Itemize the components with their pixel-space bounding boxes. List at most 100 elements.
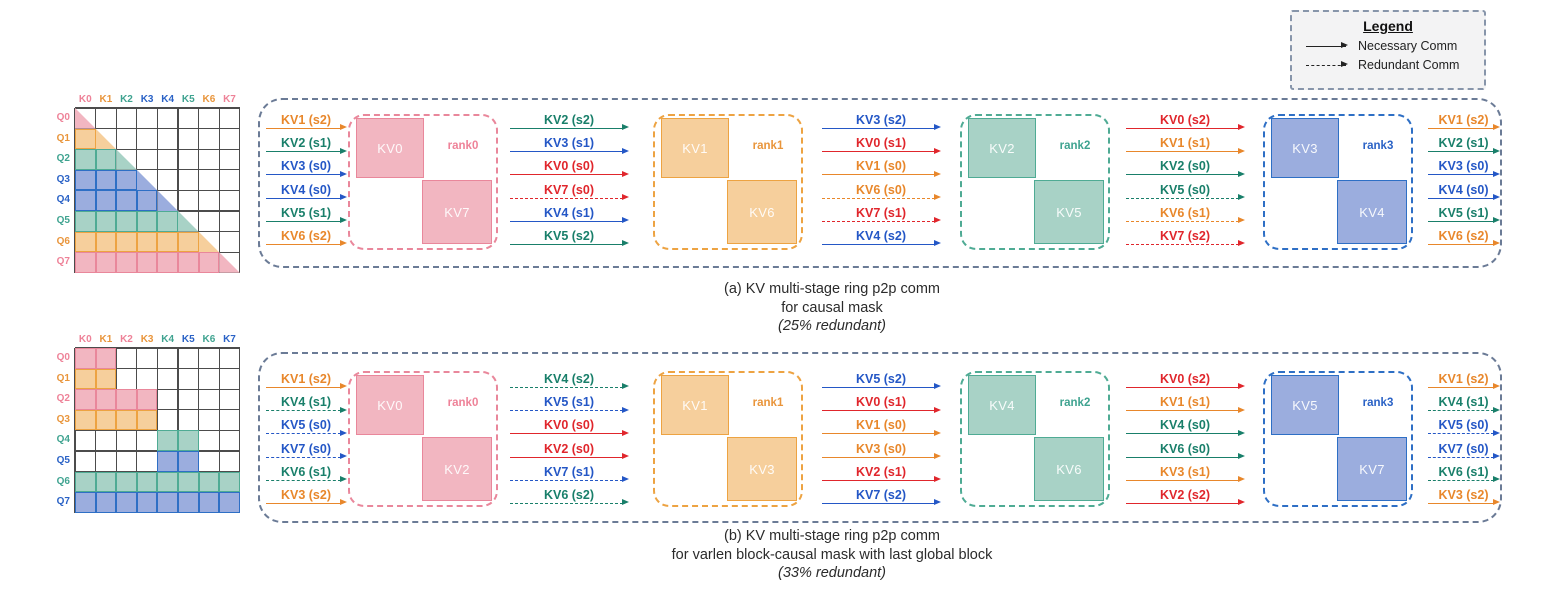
rank-label: rank0: [447, 140, 479, 152]
kv-arrowhead: [934, 147, 941, 154]
grid-row-label-a: Q4: [56, 194, 70, 206]
kv-arrowhead: [1238, 240, 1245, 247]
mask-cell: [219, 492, 240, 513]
kv-arrow-line: [266, 128, 341, 129]
grid-row-label-a: Q1: [56, 132, 70, 144]
kv-block: KV4: [1337, 180, 1407, 244]
mask-cell: [136, 471, 158, 493]
kv-arrow-label: KV4 (s1): [280, 395, 332, 410]
kv-arrow-label: KV6 (s0): [1159, 441, 1211, 456]
grid-line-h: [75, 512, 240, 514]
rank-box-rank2: [960, 114, 1110, 250]
grid-line-v: [177, 348, 179, 513]
mask-cell: [75, 169, 96, 191]
kv-block: KV4: [968, 375, 1036, 435]
kv-block: KV0: [356, 375, 424, 435]
kv-arrowhead: [1238, 429, 1245, 436]
kv-arrowhead: [1238, 476, 1245, 483]
kv-arrowhead: [622, 383, 629, 390]
kv-arrowhead: [1493, 406, 1500, 413]
kv-arrowhead: [340, 147, 347, 154]
kv-arrow-label: KV4 (s0): [280, 182, 332, 197]
grid-row-label-a: Q6: [56, 235, 70, 247]
solid-arrow-icon: [1306, 42, 1348, 49]
kv-arrow-line: [822, 456, 935, 458]
kv-arrow-line: [510, 433, 623, 435]
rank-box-rank0: [348, 114, 498, 250]
grid-col-label-b: K1: [99, 334, 113, 345]
kv-arrow-line: [1126, 151, 1239, 153]
kv-arrowhead: [340, 476, 347, 483]
kv-arrow-line: [510, 151, 623, 153]
grid-line-v: [218, 348, 220, 513]
mask-cell: [157, 231, 178, 253]
kv-arrow-label: KV5 (s1): [1438, 205, 1489, 220]
kv-arrow-line: [266, 174, 341, 176]
kv-arrow-label: KV3 (s2): [855, 113, 907, 127]
kv-arrow-line: [510, 174, 623, 176]
kv-arrow-label: KV3 (s1): [1159, 464, 1211, 479]
kv-arrowhead: [622, 406, 629, 413]
kv-arrow-line: [1126, 197, 1239, 199]
kv-arrow-label: KV7 (s1): [855, 205, 907, 220]
kv-arrow-line: [266, 503, 341, 504]
kv-block: KV1: [661, 118, 729, 178]
grid-line-h: [75, 210, 240, 212]
mask-cell: [116, 492, 137, 513]
grid-line-v: [239, 348, 241, 513]
grid-row-label-a: Q7: [56, 256, 70, 268]
kv-arrow-label: KV6 (s1): [280, 464, 332, 479]
mask-cell: [136, 389, 158, 410]
kv-arrow-line: [822, 479, 935, 481]
mask-cell: [75, 149, 96, 170]
grid-line-h: [75, 429, 240, 432]
kv-arrow-line: [1126, 456, 1239, 458]
kv-arrow-line: [1428, 128, 1494, 129]
grid-row-label-a: Q2: [56, 153, 70, 165]
kv-arrowhead: [934, 383, 941, 390]
caption-panel-b: (b) KV multi-stage ring p2p comm for var…: [532, 527, 1132, 583]
mask-cell-diagonal: [157, 190, 178, 211]
mask-cell: [136, 492, 158, 513]
kv-arrow-line: [1126, 387, 1239, 388]
kv-arrowhead: [1493, 476, 1500, 483]
kv-arrow-label: KV1 (s1): [1159, 136, 1211, 151]
kv-arrow-line: [266, 456, 341, 458]
grid-col-label-b: K6: [202, 334, 216, 345]
kv-arrowhead: [340, 124, 347, 131]
kv-arrowhead: [1493, 429, 1500, 436]
kv-arrow-line: [822, 387, 935, 388]
kv-block: KV5: [1271, 375, 1339, 435]
kv-arrow-label: KV3 (s1): [543, 136, 595, 151]
kv-arrowhead: [340, 217, 347, 224]
kv-arrow-label: KV7 (s0): [543, 182, 595, 197]
grid-col-label-b: K3: [140, 334, 154, 345]
mask-cell: [136, 211, 158, 232]
kv-arrowhead: [1493, 124, 1500, 131]
kv-arrow-label: KV2 (s0): [543, 441, 595, 456]
kv-arrow-label: KV1 (s2): [280, 372, 332, 386]
mask-cell: [178, 252, 199, 273]
kv-arrow-line: [510, 128, 623, 129]
mask-cell: [136, 409, 158, 431]
mask-cell-diagonal: [136, 169, 158, 191]
mask-cell-diagonal: [75, 108, 96, 129]
kv-arrow-label: KV2 (s0): [1159, 159, 1211, 174]
kv-arrowhead: [622, 453, 629, 459]
caption-line-redundancy: (25% redundant): [777, 318, 886, 334]
kv-arrow-line: [1428, 479, 1494, 481]
kv-arrow-label: KV5 (s0): [280, 418, 332, 433]
kv-arrow-label: KV6 (s1): [1438, 464, 1489, 479]
kv-arrow-line: [1428, 197, 1494, 199]
kv-arrow-label: KV1 (s2): [280, 113, 332, 127]
grid-row-label-a: Q5: [56, 215, 70, 226]
grid-col-label-a: K5: [181, 94, 195, 105]
kv-arrow-line: [510, 387, 623, 388]
kv-arrowhead: [934, 240, 941, 247]
kv-arrow-line: [822, 197, 935, 199]
kv-block: KV5: [1034, 180, 1104, 244]
mask-cell: [198, 471, 220, 493]
kv-arrow-line: [822, 244, 935, 245]
kv-arrow-label: KV5 (s0): [1159, 182, 1211, 197]
